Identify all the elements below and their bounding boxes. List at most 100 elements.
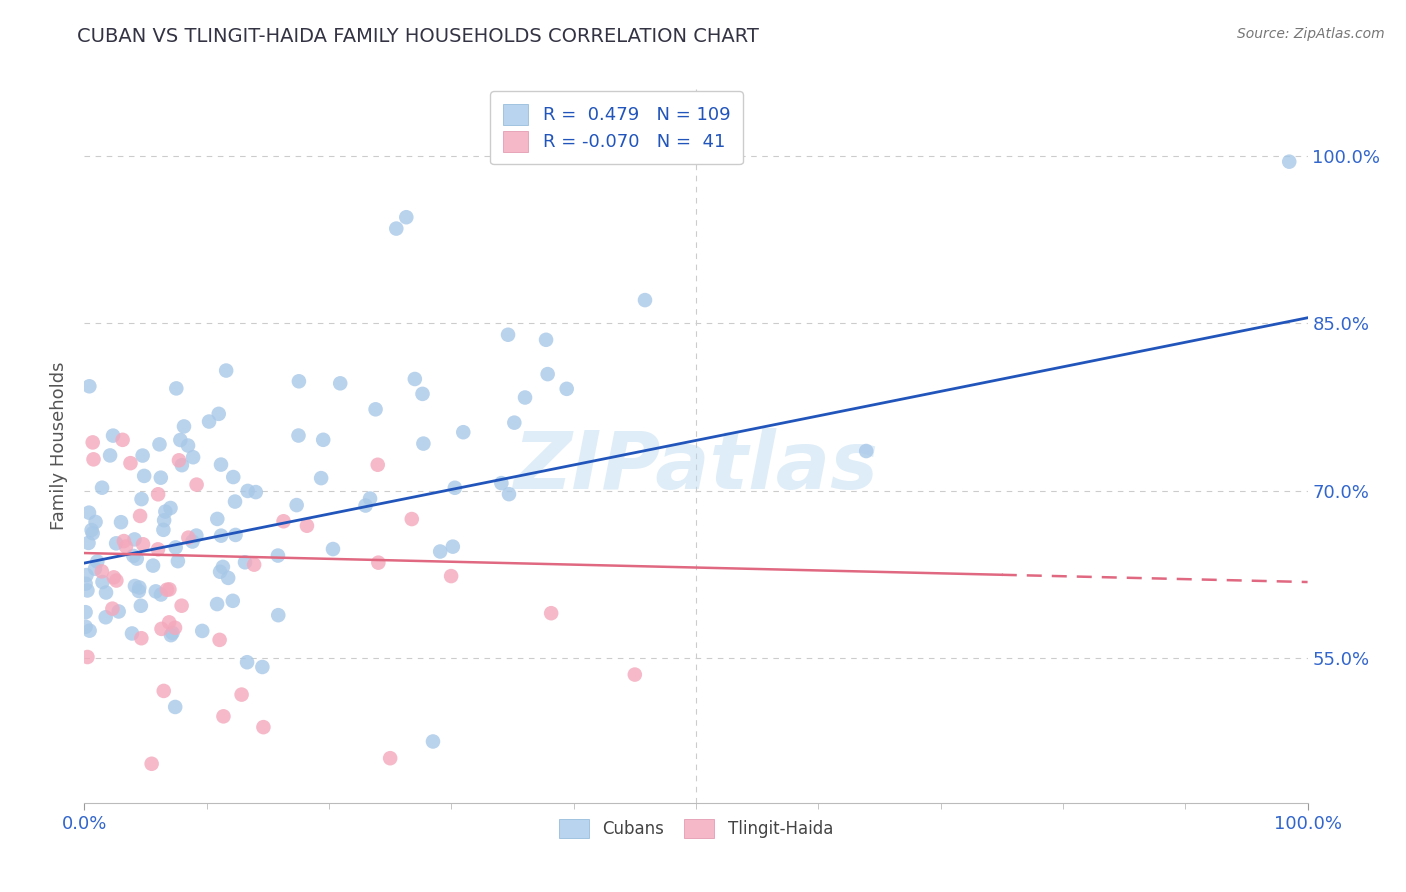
Point [124, 533, 146, 547]
Point [167, 453, 190, 467]
Point [209, 565, 232, 579]
Point [84, 562, 107, 576]
Point [150, 622, 173, 636]
Point [209, 529, 232, 543]
Point [76, 650, 98, 665]
Point [159, 500, 181, 515]
Point [101, 428, 124, 442]
Point [498, 487, 520, 501]
Point [112, 534, 135, 549]
Point [75, 605, 97, 619]
Point [94, 585, 117, 599]
Point [380, 751, 402, 765]
Point [267, 549, 290, 563]
Point [177, 531, 200, 545]
Point [208, 632, 231, 647]
Point [75, 576, 97, 591]
Point [170, 599, 193, 613]
Point [634, 293, 657, 307]
Point [364, 402, 387, 417]
Point [76, 583, 98, 598]
Point [84, 515, 107, 529]
Point [152, 684, 174, 698]
Point [322, 542, 344, 557]
Point [146, 487, 169, 501]
Point [142, 558, 165, 573]
Point [129, 599, 152, 613]
Point [354, 499, 377, 513]
Point [208, 407, 231, 421]
Point [165, 700, 187, 714]
Point [76, 568, 98, 582]
Point [177, 438, 200, 452]
Point [165, 381, 187, 395]
Point [555, 382, 578, 396]
Point [212, 709, 235, 723]
Point [411, 387, 433, 401]
Point [148, 437, 170, 451]
Point [155, 505, 177, 519]
Point [491, 476, 513, 491]
Point [273, 514, 295, 528]
Point [107, 605, 129, 619]
Point [285, 498, 308, 512]
Point [124, 579, 146, 593]
Point [624, 667, 647, 681]
Point [191, 624, 214, 638]
Point [111, 433, 134, 447]
Point [149, 471, 172, 485]
Point [128, 584, 150, 599]
Point [77, 536, 100, 550]
Point [105, 574, 128, 588]
Point [367, 556, 389, 570]
Point [537, 367, 560, 381]
Point [120, 456, 142, 470]
Point [115, 540, 138, 554]
Point [186, 528, 208, 542]
Point [98, 449, 121, 463]
Text: ZIPatlas: ZIPatlas [513, 428, 879, 507]
Point [131, 449, 153, 463]
Point [125, 551, 148, 566]
Point [205, 597, 228, 611]
Point [540, 606, 562, 620]
Point [233, 555, 256, 569]
Point [110, 515, 132, 529]
Point [222, 594, 245, 608]
Point [152, 523, 174, 537]
Point [181, 450, 204, 465]
Point [131, 631, 153, 645]
Point [86, 555, 108, 569]
Point [451, 425, 474, 440]
Point [186, 477, 208, 491]
Point [401, 512, 423, 526]
Point [129, 508, 152, 523]
Point [236, 655, 259, 669]
Point [132, 537, 155, 551]
Point [855, 444, 877, 458]
Point [288, 374, 311, 388]
Point [122, 549, 145, 563]
Point [79, 379, 101, 393]
Point [149, 587, 172, 601]
Point [141, 756, 163, 771]
Point [267, 608, 290, 623]
Point [252, 720, 274, 734]
Point [169, 433, 191, 447]
Point [212, 560, 235, 574]
Point [90, 565, 112, 579]
Point [245, 485, 267, 500]
Legend: Cubans, Tlingit-Haida: Cubans, Tlingit-Haida [553, 812, 839, 845]
Point [157, 582, 180, 597]
Point [422, 734, 444, 748]
Point [165, 541, 187, 555]
Point [80, 523, 103, 537]
Point [222, 470, 245, 484]
Point [429, 544, 451, 558]
Point [91, 574, 114, 589]
Point [309, 471, 332, 485]
Point [236, 483, 259, 498]
Y-axis label: Family Households: Family Households [49, 362, 67, 530]
Point [224, 494, 246, 508]
Point [173, 419, 195, 434]
